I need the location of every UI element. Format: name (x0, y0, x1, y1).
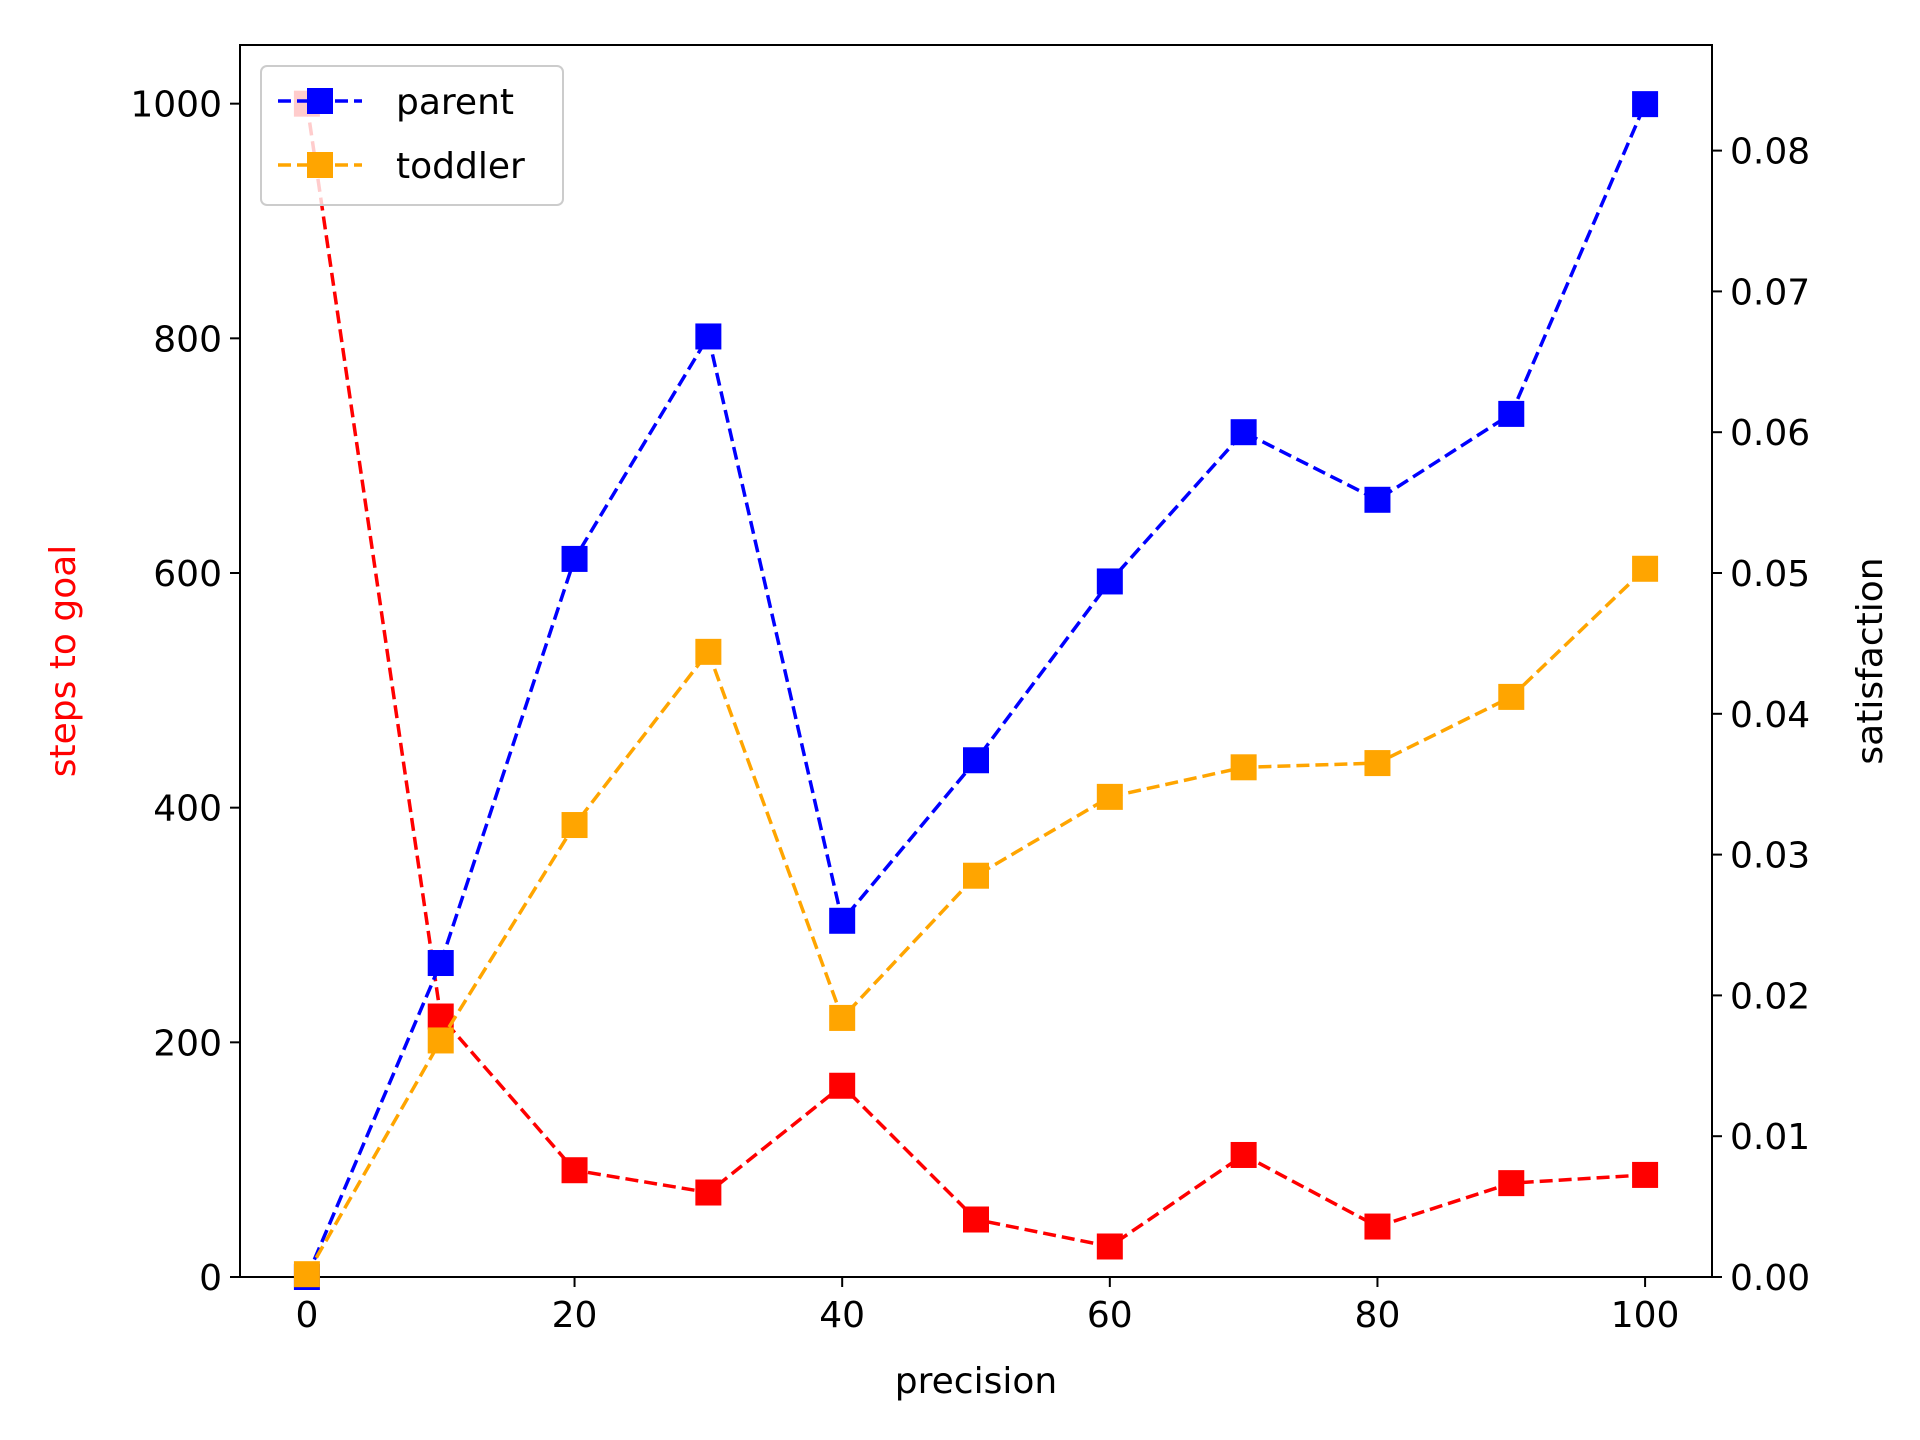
x-tick-label: 0 (295, 1295, 318, 1336)
left-tick-label: 1000 (130, 85, 222, 126)
right-tick-label: 0.04 (1730, 695, 1810, 736)
series-0-point (1230, 1141, 1257, 1168)
series-0-point (829, 1072, 856, 1099)
toddler-point (1230, 754, 1257, 781)
legend-toddler-marker (307, 152, 333, 178)
left-tick-label: 400 (153, 789, 222, 830)
right-axis-ticks: 0.00 0.01 0.02 0.03 0.04 0.05 0.06 0.07 0.08 (1712, 132, 1810, 1299)
parent-point (1096, 568, 1123, 595)
parent-point (1632, 91, 1659, 118)
plot-frame (239, 44, 1713, 1278)
left-tick-label: 800 (153, 319, 222, 360)
x-tick-label: 60 (1087, 1295, 1133, 1336)
legend-parent-label: parent (396, 82, 514, 123)
right-tick-label: 0.00 (1730, 1258, 1810, 1299)
left-tick-label: 0 (199, 1258, 222, 1299)
parent-point (829, 907, 856, 934)
left-tick-label: 600 (153, 554, 222, 595)
x-tick-label: 80 (1355, 1295, 1401, 1336)
right-tick-label: 0.03 (1730, 836, 1810, 877)
right-tick-label: 0.01 (1730, 1117, 1810, 1158)
parent-point (1230, 419, 1257, 446)
left-tick-label: 200 (153, 1023, 222, 1064)
x-tick-label: 20 (552, 1295, 598, 1336)
legend-parent-marker (307, 88, 333, 114)
series-0-point (963, 1206, 989, 1233)
toddler-point (963, 862, 989, 889)
toddler-point (829, 1004, 856, 1031)
x-axis-ticks: 0 20 40 60 80 100 (295, 1277, 1679, 1336)
series-0-point (1096, 1233, 1123, 1260)
right-tick-label: 0.07 (1730, 272, 1810, 313)
parent-point (427, 950, 454, 977)
legend: parent toddler (260, 65, 564, 206)
left-axis-title: steps to goal (43, 545, 84, 778)
toddler-point (1096, 783, 1123, 810)
toddler-line (305, 567, 1647, 1276)
x-tick-label: 100 (1611, 1295, 1680, 1336)
right-tick-label: 0.06 (1730, 413, 1810, 454)
series-layer (293, 90, 1659, 1290)
toddler-point (1498, 683, 1525, 710)
right-tick-label: 0.08 (1730, 132, 1810, 173)
series-0-line (305, 103, 1646, 1249)
parent-point (695, 323, 722, 350)
series-0-point (1364, 1213, 1391, 1240)
legend-toddler-label: toddler (396, 146, 525, 187)
series-0-point (561, 1157, 588, 1184)
parent-point (1498, 400, 1525, 427)
toddler-point (427, 1027, 454, 1054)
parent-line (305, 103, 1647, 1278)
right-tick-label: 0.02 (1730, 976, 1810, 1017)
toddler-point (561, 812, 588, 839)
parent-point (561, 545, 588, 572)
toddler-point (695, 638, 722, 665)
right-tick-label: 0.05 (1730, 554, 1810, 595)
toddler-point (1364, 750, 1391, 777)
right-axis-title: satisfaction (1850, 557, 1891, 764)
toddler-point (293, 1261, 320, 1288)
x-axis-title: precision (895, 1361, 1057, 1402)
parent-point (1364, 486, 1391, 513)
toddler-point (1632, 555, 1659, 582)
series-0-point (1632, 1161, 1659, 1188)
parent-point (963, 747, 989, 774)
series-0-point (695, 1179, 722, 1206)
left-axis-ticks: 0 200 400 600 800 1000 (130, 85, 240, 1299)
x-tick-label: 40 (819, 1295, 865, 1336)
series-0-point (1498, 1170, 1525, 1197)
